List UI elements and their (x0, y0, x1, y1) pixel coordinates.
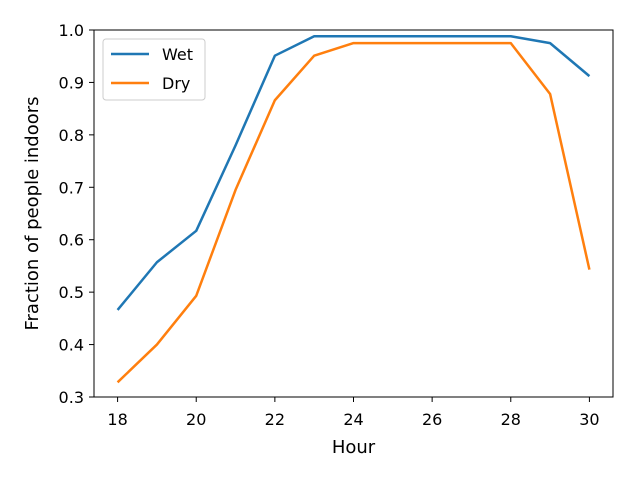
x-tick-label: 20 (186, 410, 206, 429)
y-tick-label: 0.3 (59, 388, 84, 407)
x-tick-label: 30 (579, 410, 599, 429)
x-axis-ticks: 18 20 22 24 26 28 30 (107, 397, 600, 429)
x-tick-label: 18 (107, 410, 127, 429)
legend-label-wet: Wet (162, 45, 193, 64)
y-tick-label: 0.5 (59, 283, 84, 302)
y-tick-label: 1.0 (59, 21, 84, 40)
y-axis-ticks: 0.3 0.4 0.5 0.6 0.7 0.8 0.9 1.0 (59, 21, 94, 407)
x-tick-label: 24 (343, 410, 363, 429)
series-line-dry (116, 41, 591, 384)
y-tick-label: 0.7 (59, 178, 84, 197)
series-layer (116, 35, 591, 384)
y-tick-label: 0.6 (59, 231, 84, 250)
x-tick-label: 26 (422, 410, 442, 429)
y-tick-label: 0.4 (59, 336, 84, 355)
series-line-wet (116, 35, 591, 311)
y-tick-label: 0.8 (59, 126, 84, 145)
x-tick-label: 22 (265, 410, 285, 429)
legend: Wet Dry (102, 38, 206, 101)
legend-label-dry: Dry (162, 74, 190, 93)
x-axis-title: Hour (332, 437, 376, 458)
x-tick-label: 28 (501, 410, 521, 429)
y-axis-title: Fraction of people indoors (22, 96, 43, 330)
y-tick-label: 0.9 (59, 73, 84, 92)
